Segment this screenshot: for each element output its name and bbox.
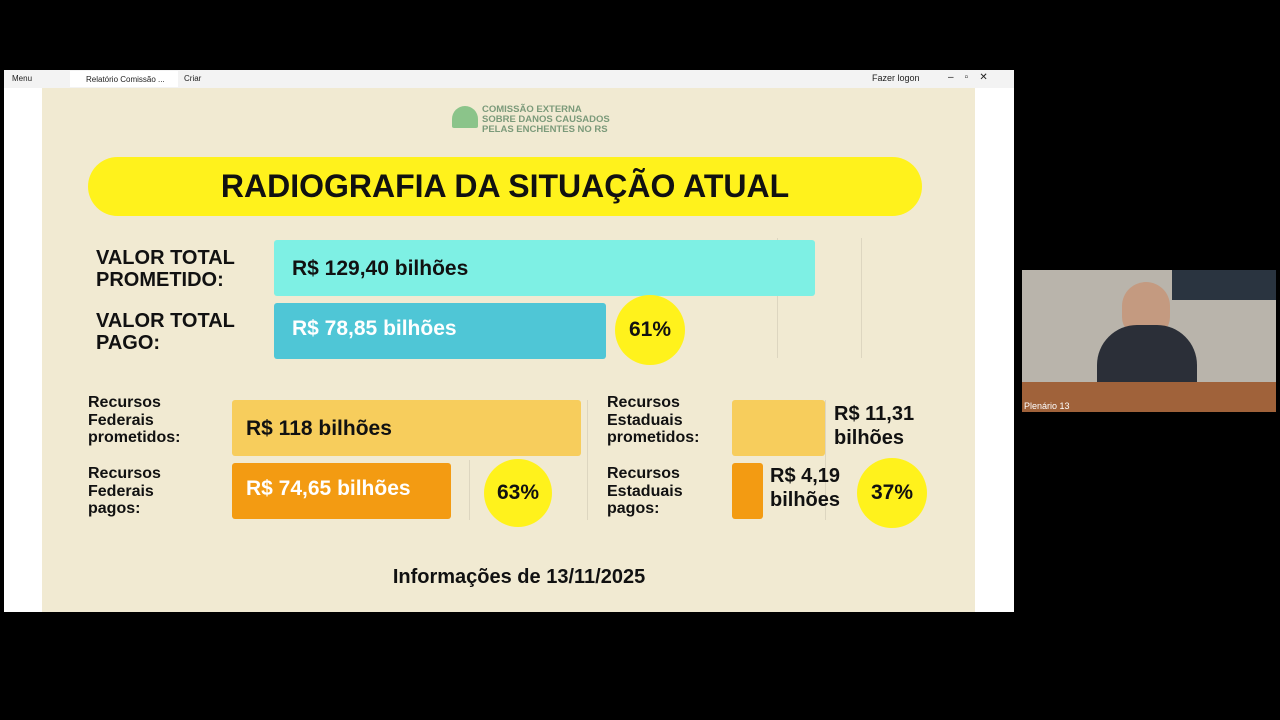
label-line: PAGO: (96, 332, 161, 354)
logo-line: SOBRE DANOS CAUSADOS (482, 113, 610, 125)
divider (587, 400, 588, 520)
amount: R$ 118 bilhões (246, 417, 392, 440)
logo-text: COMISSÃO EXTERNA SOBRE DANOS CAUSADOS PE… (482, 105, 610, 135)
amount: R$ 4,19 bilhões (770, 464, 840, 512)
label-line: Federais (88, 411, 154, 429)
percent: 61% (615, 295, 685, 365)
amount: R$ 11,31 bilhões (834, 402, 914, 450)
row-label: Recursos Estaduais pagos: (607, 465, 683, 518)
divider (777, 238, 778, 358)
logo-icon (452, 106, 478, 128)
amount-line: R$ 4,19 (770, 465, 841, 487)
percent: 37% (857, 458, 927, 528)
label-line: Estaduais (607, 482, 683, 500)
bar: R$ 74,65 bilhões (232, 463, 451, 519)
row-label: Recursos Estaduais prometidos: (607, 394, 699, 447)
label-line: prometidos: (88, 429, 181, 447)
bar: R$ 118 bilhões (232, 400, 581, 456)
label-line: Federais (88, 482, 154, 500)
label-line: VALOR TOTAL (96, 310, 235, 332)
margin (975, 88, 1014, 612)
login-button[interactable]: Fazer logon (872, 73, 920, 83)
divider (469, 460, 470, 520)
label-line: pagos: (607, 500, 660, 518)
desk (1022, 382, 1276, 412)
screen-bg (1172, 270, 1276, 300)
bar (732, 400, 825, 456)
browser-window: Menu Relatório Comissão ... Criar Fazer … (4, 70, 1014, 612)
percent: 63% (484, 459, 552, 527)
row-label: VALOR TOTAL PROMETIDO: (96, 247, 235, 291)
amount-line: bilhões (834, 427, 905, 449)
logo-line: PELAS ENCHENTES NO RS (482, 123, 608, 135)
window-controls[interactable]: – ▫ ✕ (948, 72, 988, 83)
row-label: VALOR TOTAL PAGO: (96, 310, 235, 354)
amount: R$ 74,65 bilhões (246, 477, 411, 500)
title: RADIOGRAFIA DA SITUAÇÃO ATUAL (88, 157, 922, 216)
bar: R$ 129,40 bilhões (274, 240, 815, 296)
divider (861, 238, 862, 358)
label-line: Estaduais (607, 411, 683, 429)
person-body (1097, 325, 1197, 390)
tab[interactable]: Relatório Comissão ... (70, 71, 178, 87)
webcam: Plenário 13 (1022, 270, 1276, 412)
bar (732, 463, 763, 519)
label-line: prometidos: (607, 429, 700, 447)
amount: R$ 78,85 bilhões (292, 317, 457, 340)
logo-line: COMISSÃO EXTERNA (482, 104, 582, 115)
label-line: PROMETIDO: (96, 269, 224, 291)
label-line: VALOR TOTAL (96, 247, 235, 269)
tab-bar: Menu Relatório Comissão ... Criar Fazer … (4, 70, 1014, 88)
bar: R$ 78,85 bilhões (274, 303, 606, 359)
label-line: Recursos (88, 394, 161, 411)
amount-line: bilhões (770, 489, 841, 511)
amount: R$ 129,40 bilhões (292, 257, 469, 280)
row-label: Recursos Federais pagos: (88, 465, 161, 518)
label-line: Recursos (607, 465, 680, 482)
amount-line: R$ 11,31 (834, 403, 915, 425)
footer: Informações de 13/11/2025 (392, 566, 646, 588)
label-line: Recursos (88, 465, 161, 482)
divider (825, 400, 826, 520)
caption: Plenário 13 (1024, 401, 1070, 411)
slide: COMISSÃO EXTERNA SOBRE DANOS CAUSADOS PE… (42, 88, 975, 612)
menu-button[interactable]: Menu (12, 74, 33, 83)
row-label: Recursos Federais prometidos: (88, 394, 180, 447)
new-tab[interactable]: Criar (184, 74, 202, 83)
label-line: Recursos (607, 394, 680, 411)
label-line: pagos: (88, 500, 141, 518)
